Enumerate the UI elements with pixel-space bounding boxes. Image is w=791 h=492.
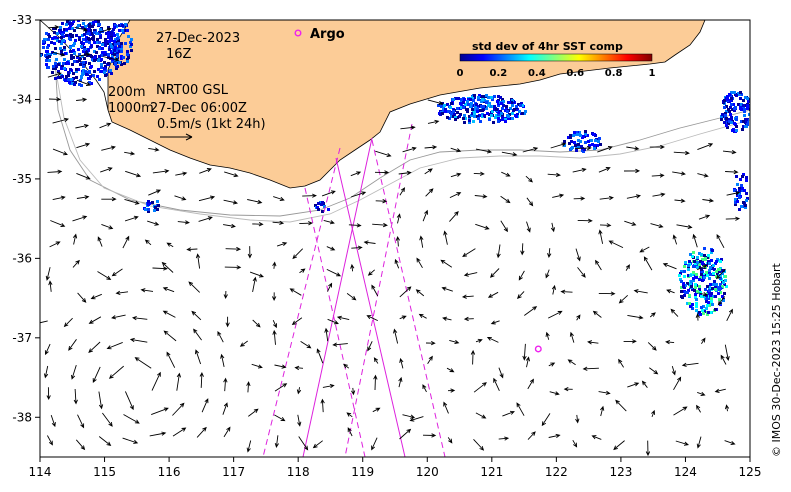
track-line <box>335 157 406 457</box>
valid-time-label: 27-Dec 06:00Z <box>150 101 247 116</box>
sst-stddev-pixels <box>40 20 750 316</box>
colorbar-tick-label: 0.8 <box>605 68 623 79</box>
colorbar-gradient <box>459 53 653 62</box>
colorbar-tick-label: 0 <box>457 68 464 79</box>
satellite-tracks <box>262 123 446 457</box>
x-tick-label: 124 <box>674 465 697 479</box>
colorbar-tick-label: 0.6 <box>566 68 584 79</box>
colorbar-tick-label: 0.4 <box>528 68 546 79</box>
vector-scale-arrow <box>160 133 193 141</box>
isobath-1000m <box>54 65 750 223</box>
hour-label: 16Z <box>166 47 192 62</box>
track-line <box>262 147 341 457</box>
x-tick-label: 118 <box>287 465 310 479</box>
argo-float-marker <box>534 345 542 353</box>
colorbar-tick-label: 0.2 <box>490 68 508 79</box>
x-tick-label: 123 <box>609 465 632 479</box>
product-label: NRT00 GSL <box>156 83 229 98</box>
x-tick-label: 119 <box>351 465 374 479</box>
x-tick-label: 125 <box>739 465 762 479</box>
y-tick-label: -35 <box>12 172 32 186</box>
y-tick-label: -34 <box>12 92 32 106</box>
y-tick-label: -36 <box>12 251 32 265</box>
x-tick-label: 116 <box>158 465 181 479</box>
x-axis: 114 115 116 117 118 119 120 121 122 123 124 125 <box>29 457 762 479</box>
x-tick-label: 122 <box>545 465 568 479</box>
y-tick-label: -37 <box>12 331 32 345</box>
colorbar: std dev of 4hr SST comp 0 0.2 0.4 0.6 0.8 1 <box>457 40 656 79</box>
vector-scale-label: 0.5m/s (1kt 24h) <box>157 117 266 132</box>
track-line <box>302 137 373 457</box>
track-line <box>371 139 446 457</box>
x-tick-label: 121 <box>480 465 503 479</box>
colorbar-tick-label: 1 <box>649 68 656 79</box>
x-tick-label: 120 <box>416 465 439 479</box>
current-vectors <box>40 25 741 457</box>
colorbar-title: std dev of 4hr SST comp <box>472 40 623 53</box>
argo-legend-label: Argo <box>310 27 345 42</box>
depth-deep-label: 1000m <box>108 101 154 116</box>
y-tick-label: -33 <box>12 13 32 27</box>
depth-shallow-label: 200m <box>108 85 145 100</box>
imos-credit: © IMOS 30-Dec-2023 15:25 Hobart <box>770 262 783 457</box>
x-tick-label: 117 <box>222 465 245 479</box>
land-mass <box>40 20 706 189</box>
y-axis: -33 -34 -35 -36 -37 -38 <box>12 13 40 424</box>
y-tick-label: -38 <box>12 410 32 424</box>
plot-frame <box>39 19 751 458</box>
track-line <box>304 187 366 457</box>
track-line <box>344 123 413 457</box>
x-tick-label: 115 <box>93 465 116 479</box>
date-label: 27-Dec-2023 <box>156 31 240 46</box>
x-tick-label: 114 <box>29 465 52 479</box>
argo-legend-marker <box>294 29 302 37</box>
